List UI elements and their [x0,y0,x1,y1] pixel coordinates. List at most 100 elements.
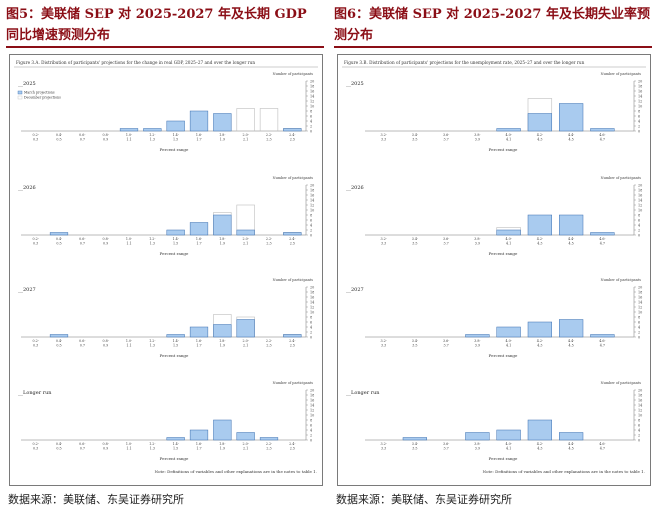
march-bar [465,334,490,338]
x-tick-label: 4.5 [569,242,574,246]
march-bar [166,120,185,132]
x-tick-label: 0.6- [79,133,85,137]
x-tick-label: 0.6- [79,237,85,241]
march-bar [496,229,521,236]
y-tick-label: 2 [638,433,640,437]
march-bar [496,128,521,132]
figure-caption: Figure 3.B. Distribution of participants… [344,60,585,65]
y-tick-label: 10 [638,208,642,212]
x-tick-label: 1.3 [150,138,155,142]
x-tick-label: 1.8- [219,237,225,241]
x-tick-label: 4.0- [505,442,511,446]
chart-panel: Number of participants__2026024681012141… [18,176,314,256]
x-tick-label: 0.4- [56,339,62,343]
x-tick-label: 1.0- [126,339,132,343]
y-axis-title: Number of participants [273,381,314,385]
x-tick-label: 0.7 [80,344,85,348]
y-tick-label: 14 [310,198,314,202]
x-axis-title: Percent range [160,147,189,152]
x-tick-label: 1.2- [149,339,155,343]
x-tick-label: 2.5 [290,447,295,451]
y-tick-label: 12 [310,99,314,103]
y-tick-label: 6 [638,320,640,324]
x-tick-label: 2.0- [242,442,248,446]
x-tick-label: 0.3 [33,242,38,246]
y-tick-label: 14 [310,94,314,98]
march-bar [527,321,552,338]
y-tick-label: 4 [638,428,640,432]
y-tick-label: 6 [310,114,312,118]
x-tick-label: 1.1 [126,344,131,348]
y-tick-label: 8 [310,418,312,422]
x-tick-label: 3.7 [444,242,449,246]
x-tick-label: 4.3 [537,447,542,451]
x-tick-label: 4.7 [600,344,605,348]
y-tick-label: 8 [310,109,312,113]
march-bar [527,113,552,132]
title-rule [6,46,324,48]
x-tick-label: 1.0- [126,133,132,137]
x-tick-label: 3.8- [474,237,480,241]
x-tick-label: 3.2- [380,237,386,241]
march-bar [213,324,232,338]
x-axis-title: Percent range [160,456,189,461]
x-tick-label: 1.9 [220,242,225,246]
x-tick-label: 3.2- [380,339,386,343]
y-tick-label: 8 [638,109,640,113]
march-bar [559,432,584,441]
y-tick-label: 8 [638,315,640,319]
chart-title: __2027 [346,287,364,293]
chart-panel: Number of participants__2027024681012141… [18,278,314,358]
y-tick-label: 18 [310,188,314,192]
y-tick-label: 2 [310,330,312,334]
x-tick-label: 3.8- [474,339,480,343]
x-tick-label: 0.9 [103,344,108,348]
x-tick-label: 3.2- [380,442,386,446]
x-tick-label: 1.3 [150,447,155,451]
y-tick-label: 8 [638,418,640,422]
x-axis-title: Percent range [489,147,518,152]
march-bar [283,128,302,132]
x-tick-label: 4.6- [599,133,605,137]
x-tick-label: 0.6- [79,442,85,446]
figure-note: Note: Definitions of variables and other… [483,469,645,474]
x-tick-label: 0.9 [103,447,108,451]
legend-label: December projections [24,96,61,100]
x-tick-label: 2.5 [290,138,295,142]
march-bar [496,429,521,441]
march-bar [49,232,69,236]
chart-title: __2027 [18,287,36,293]
x-tick-label: 1.4- [172,339,178,343]
legend-swatch-december [17,95,23,100]
y-tick-label: 16 [638,295,642,299]
y-tick-label: 6 [310,218,312,222]
y-tick-label: 0 [638,335,640,339]
y-tick-label: 20 [638,183,642,187]
x-tick-label: 3.7 [444,138,449,142]
y-tick-label: 18 [310,393,314,397]
y-tick-label: 10 [638,310,642,314]
x-tick-label: 4.7 [600,242,605,246]
y-tick-label: 2 [310,433,312,437]
x-tick-label: 0.7 [80,138,85,142]
x-tick-label: 3.2- [380,133,386,137]
x-tick-label: 2.3 [266,138,271,142]
march-bar [559,103,584,132]
y-tick-label: 4 [310,223,312,227]
x-tick-label: 3.5 [412,447,417,451]
y-tick-label: 4 [310,119,312,123]
y-tick-label: 4 [638,325,640,329]
x-tick-label: 3.4- [412,339,418,343]
x-tick-label: 1.7 [196,242,201,246]
x-tick-label: 3.9 [475,344,480,348]
y-tick-label: 12 [310,408,314,412]
y-tick-label: 16 [638,398,642,402]
y-tick-label: 4 [310,428,312,432]
data-source: 数据来源：美联储、东吴证券研究所 [8,493,184,506]
y-tick-label: 18 [310,84,314,88]
y-tick-label: 18 [638,290,642,294]
y-tick-label: 16 [310,89,314,93]
y-tick-label: 16 [638,89,642,93]
x-tick-label: 1.0- [126,442,132,446]
x-tick-label: 4.0- [505,339,511,343]
